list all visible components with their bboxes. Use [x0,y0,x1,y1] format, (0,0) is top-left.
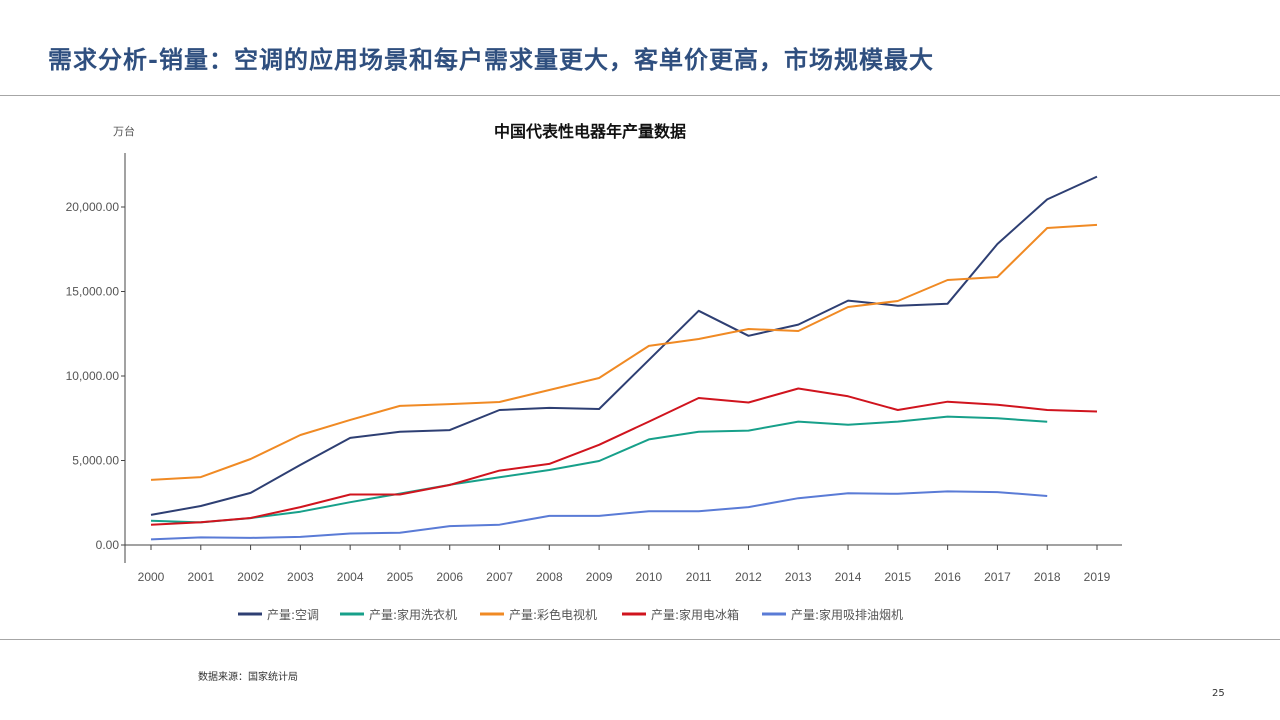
chart-title: 中国代表性电器年产量数据 [493,122,686,141]
legend-item: 产量:彩色电视机 [480,607,597,622]
x-tick-label: 2016 [934,570,961,584]
legend-label: 产量:家用洗衣机 [369,607,457,622]
x-tick-label: 2008 [536,570,563,584]
legend-item: 产量:家用电冰箱 [622,607,739,622]
data-source-note: 数据来源：国家统计局 [198,672,298,683]
x-tick-label: 2007 [486,570,513,584]
x-tick-label: 2015 [884,570,911,584]
legend-label: 产量:家用吸排油烟机 [791,607,903,622]
series-line-3 [150,223,1098,481]
x-tick-label: 2011 [686,570,712,584]
y-tick-label: 20,000.00 [66,200,120,214]
slide-title: 需求分析-销量：空调的应用场景和每户需求量更大，客单价更高，市场规模最大 [48,45,934,74]
y-tick-label: 0.00 [96,538,120,552]
legend-item: 产量:空调 [238,608,319,622]
x-tick-label: 2014 [835,570,862,584]
x-tick-label: 2013 [785,570,812,584]
x-tick-label: 2004 [337,570,364,584]
y-tick-label: 15,000.00 [66,285,120,299]
x-tick-label: 2009 [586,570,613,584]
legend-label: 产量:家用电冰箱 [651,607,739,622]
header-divider [0,95,1280,96]
x-tick-label: 2005 [387,570,414,584]
x-tick-label: 2006 [436,570,463,584]
legend-label: 产量:彩色电视机 [509,607,597,622]
x-tick-label: 2000 [138,570,165,584]
y-tick-label: 10,000.00 [66,369,120,383]
chart-series-lines [150,175,1098,541]
series-line-4 [150,387,1098,526]
x-tick-label: 2001 [187,570,214,584]
chart-legend: 产量:空调 产量:家用洗衣机 产量:彩色电视机 产量:家用电冰箱 产量:家用吸排油烟机 [238,607,903,622]
x-tick-label: 2010 [636,570,663,584]
x-tick-label: 2019 [1084,570,1111,584]
y-tick-label: 5,000.00 [72,454,119,468]
chart-axes [124,153,1122,563]
footer-divider [0,639,1280,640]
x-tick-label: 2017 [984,570,1011,584]
series-line-1 [150,175,1098,516]
legend-item: 产量:家用吸排油烟机 [762,607,903,622]
x-tick-label: 2012 [735,570,762,584]
y-axis-unit-label: 万台 [113,125,135,138]
page-number: 25 [1212,688,1225,699]
chart-ticks: 0.00 5,000.00 10,000.00 15,000.00 20,000.00 2… [66,200,1111,584]
x-tick-label: 2003 [287,570,314,584]
legend-item: 产量:家用洗衣机 [340,607,457,622]
series-line-5 [150,490,1048,541]
series-line-2 [150,415,1048,524]
legend-label: 产量:空调 [267,608,319,622]
x-tick-label: 2018 [1034,570,1061,584]
x-tick-label: 2002 [237,570,264,584]
